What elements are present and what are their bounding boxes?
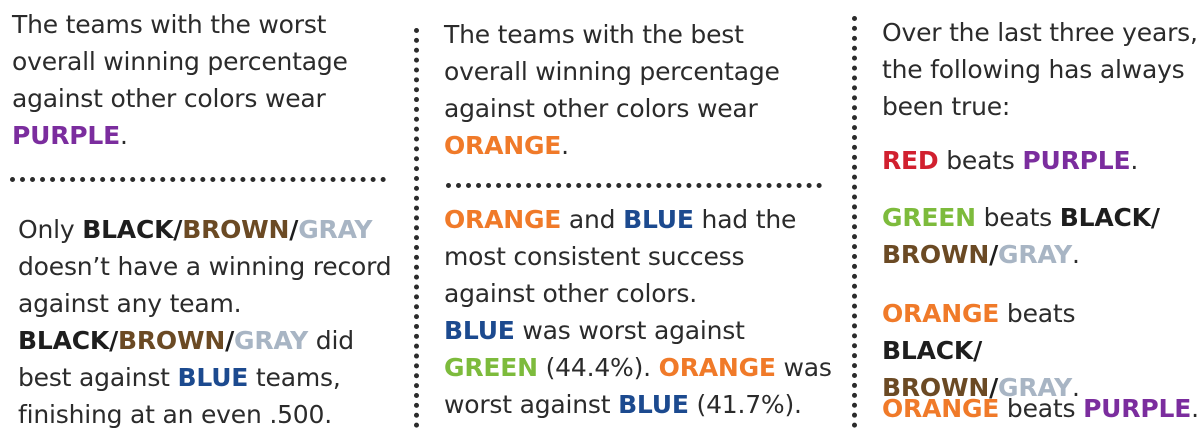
period: . (1072, 240, 1080, 269)
color-orange: ORANGE (882, 299, 1000, 328)
text-fragment: (44.4%). (537, 353, 659, 382)
color-orange: ORANGE (444, 205, 562, 234)
text-fragment: was worst against (514, 316, 745, 345)
color-red: RED (882, 146, 939, 175)
slash: / (989, 240, 998, 269)
color-green: GREEN (882, 203, 976, 232)
best-team-paragraph: The teams with the best overall winning … (444, 16, 789, 164)
period: . (561, 131, 569, 160)
color-gray: GRAY (998, 373, 1073, 402)
worst-team-paragraph: The teams with the worst overall winning… (12, 6, 372, 154)
color-purple: PURPLE (1083, 394, 1192, 423)
color-blue: BLUE (444, 316, 515, 345)
color-black: BLACK (18, 326, 110, 355)
color-purple: PURPLE (12, 121, 121, 150)
dotted-divider-horizontal (10, 177, 386, 182)
verb: beats (999, 299, 1076, 328)
color-orange: ORANGE (882, 394, 1000, 423)
color-orange: ORANGE (658, 353, 776, 382)
color-brown: BROWN (882, 373, 990, 402)
color-gray: GRAY (298, 215, 373, 244)
text-fragment: Only (18, 215, 83, 244)
color-purple: PURPLE (1022, 146, 1131, 175)
worst-team-text: The teams with the worst overall winning… (12, 10, 348, 113)
period: . (1191, 394, 1199, 423)
verb: beats (999, 394, 1084, 423)
color-black: BLACK (82, 215, 174, 244)
text-fragment: had the most consistent success against … (444, 205, 797, 308)
period: . (120, 121, 128, 150)
color-blue: BLUE (177, 363, 249, 392)
color-black: BLACK (1059, 203, 1151, 232)
period: . (1130, 146, 1139, 175)
dotted-divider-vertical (852, 16, 857, 428)
color-blue: BLUE (618, 390, 689, 419)
color-gray: GRAY (998, 240, 1073, 269)
slash: / (1150, 203, 1160, 232)
color-black: BLACK (882, 336, 974, 365)
color-brown: BROWN (882, 240, 990, 269)
verb: beats (975, 203, 1060, 232)
dotted-divider-vertical (414, 28, 419, 428)
best-team-text: The teams with the best overall winning … (444, 20, 780, 123)
text-fragment: was worst against (444, 353, 832, 419)
text-fragment: did best against (18, 326, 354, 392)
text-fragment: doesn’t have a winning record against an… (18, 252, 392, 318)
fact-green-beats-black-brown-gray: GREEN beats BLACK/BROWN/GRAY. (882, 199, 1182, 273)
slash: / (173, 215, 183, 244)
slash: / (225, 326, 234, 355)
period: . (1072, 373, 1080, 402)
color-brown: BROWN (182, 215, 290, 244)
intro-paragraph: Over the last three years, the following… (882, 18, 1198, 121)
dotted-divider-horizontal (446, 183, 822, 188)
text-fragment: and (561, 205, 624, 234)
color-green: GREEN (444, 353, 538, 382)
text-fragment: teams, finishing at an even .500. (18, 363, 341, 429)
slash: / (109, 326, 118, 355)
color-brown: BROWN (118, 326, 226, 355)
slash: / (989, 373, 998, 402)
fact-orange-beats-purple: ORANGE beats PURPLE. (882, 390, 1200, 427)
orange-blue-paragraph: ORANGE and BLUE had the most consistent … (444, 201, 834, 423)
fact-orange-beats-black-brown-gray: ORANGE beats BLACK/BROWN/GRAY. (882, 295, 1182, 406)
color-orange: ORANGE (444, 131, 562, 160)
black-brown-gray-paragraph: Only BLACK/BROWN/GRAY doesn’t have a win… (18, 211, 398, 433)
verb: beats (938, 146, 1023, 175)
text-fragment: (41.7%). (688, 390, 802, 419)
color-blue: BLUE (623, 205, 694, 234)
color-gray: GRAY (234, 326, 309, 355)
slash: / (289, 215, 299, 244)
fact-red-beats-purple: RED beats PURPLE. (882, 142, 1200, 179)
slash: / (973, 336, 982, 365)
